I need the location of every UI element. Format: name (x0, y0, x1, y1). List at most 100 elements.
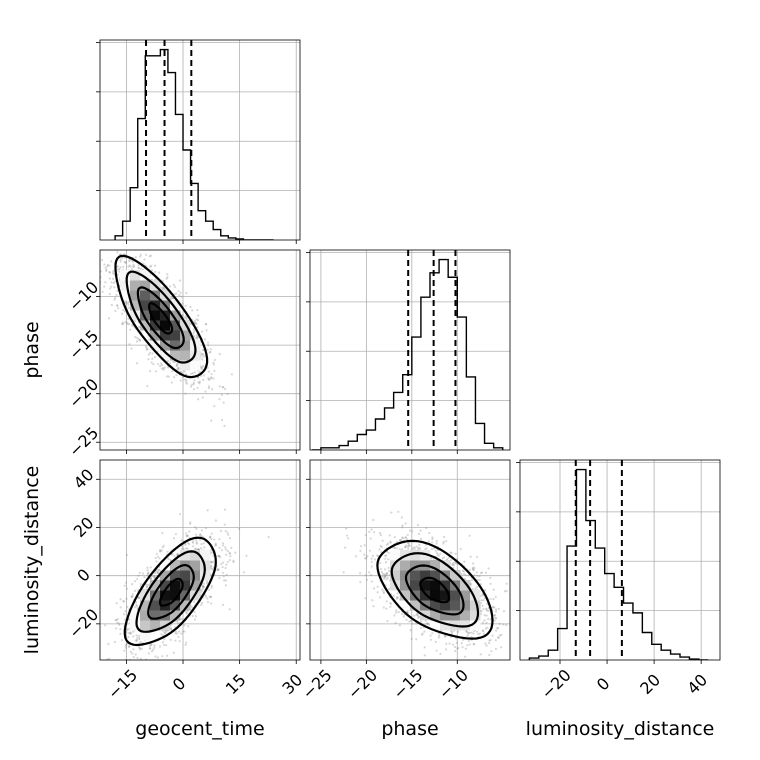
sample-point (471, 588, 474, 591)
sample-point (229, 555, 232, 558)
sample-point (127, 265, 130, 268)
density-bin (120, 290, 131, 301)
sample-point (153, 644, 156, 647)
sample-point (113, 286, 116, 289)
histogram-bin-geocent_time-2 (130, 188, 138, 240)
density-bin (170, 340, 181, 351)
sample-point (112, 272, 116, 276)
sample-point (472, 632, 475, 635)
sample-point (125, 643, 128, 647)
sample-point (221, 561, 225, 564)
sample-point (148, 370, 152, 373)
sample-point (494, 608, 498, 611)
sample-point (416, 523, 420, 527)
sample-point (395, 547, 398, 550)
sample-point (428, 531, 431, 535)
sample-point (141, 662, 143, 664)
sample-point (155, 560, 158, 563)
sample-point (432, 547, 436, 550)
sample-point (404, 536, 407, 539)
sample-point (389, 601, 392, 605)
sample-point (221, 542, 224, 545)
sample-point (170, 297, 173, 300)
sample-point (218, 546, 221, 549)
sample-point (133, 244, 135, 246)
sample-point (174, 630, 178, 633)
sample-point (415, 638, 418, 641)
sample-point (149, 644, 153, 647)
sample-point (119, 266, 122, 269)
sample-point (135, 638, 139, 641)
sample-point (139, 648, 142, 651)
sample-point (107, 642, 110, 646)
sample-point (108, 663, 110, 665)
sample-point (477, 632, 480, 636)
sample-point (450, 558, 453, 562)
sample-point (468, 643, 471, 646)
sample-point (114, 309, 117, 312)
sample-point (416, 614, 420, 617)
sample-point (222, 385, 225, 389)
sample-point (478, 575, 481, 578)
sample-point (146, 574, 149, 577)
sample-point (124, 646, 128, 650)
histogram-bin-phase-18 (475, 423, 484, 450)
sample-point (396, 592, 399, 595)
sample-point (201, 601, 204, 604)
sample-point (184, 317, 187, 320)
sample-point (159, 362, 163, 365)
sample-point (124, 610, 127, 613)
sample-point (162, 367, 165, 370)
sample-point (158, 568, 161, 572)
sample-point (104, 226, 106, 228)
sample-point (466, 634, 469, 637)
sample-point (159, 550, 162, 553)
density-bin (140, 630, 151, 641)
sample-point (132, 265, 135, 268)
sample-point (210, 567, 213, 570)
density-bin (140, 610, 151, 621)
sample-point (179, 291, 182, 294)
sample-point (380, 571, 383, 574)
sample-point (420, 633, 424, 636)
sample-point (383, 575, 387, 578)
sample-point (112, 281, 115, 285)
sample-point (108, 270, 111, 274)
sample-point (379, 533, 382, 537)
sample-point (382, 590, 385, 593)
density-bin (140, 300, 151, 311)
sample-point (157, 568, 160, 571)
sample-point (185, 612, 188, 615)
sample-point (160, 363, 164, 367)
sample-point (379, 561, 382, 564)
sample-point (123, 584, 126, 587)
sample-point (191, 541, 195, 544)
sample-point (146, 572, 150, 575)
sample-point (381, 539, 384, 542)
sample-point (207, 387, 211, 390)
sample-point (132, 260, 135, 263)
sample-point (369, 537, 372, 540)
sample-point (406, 610, 409, 613)
sample-point (125, 597, 128, 600)
sample-point (107, 666, 109, 668)
sample-point (354, 555, 357, 558)
sample-point (120, 638, 124, 642)
sample-point (175, 374, 178, 377)
sample-point (494, 595, 497, 598)
sample-point (185, 534, 188, 537)
sample-point (166, 550, 169, 553)
sample-point (154, 270, 157, 273)
sample-point (183, 370, 186, 373)
panel-frame (99, 39, 301, 241)
sample-point (205, 323, 208, 326)
sample-point (139, 255, 142, 258)
sample-point (194, 615, 198, 618)
sample-point (456, 647, 459, 650)
sample-point (148, 255, 151, 258)
sample-point (493, 614, 496, 617)
sample-point (232, 560, 235, 564)
sample-point (491, 634, 494, 637)
sample-point (206, 601, 210, 604)
density-bin (160, 570, 171, 581)
